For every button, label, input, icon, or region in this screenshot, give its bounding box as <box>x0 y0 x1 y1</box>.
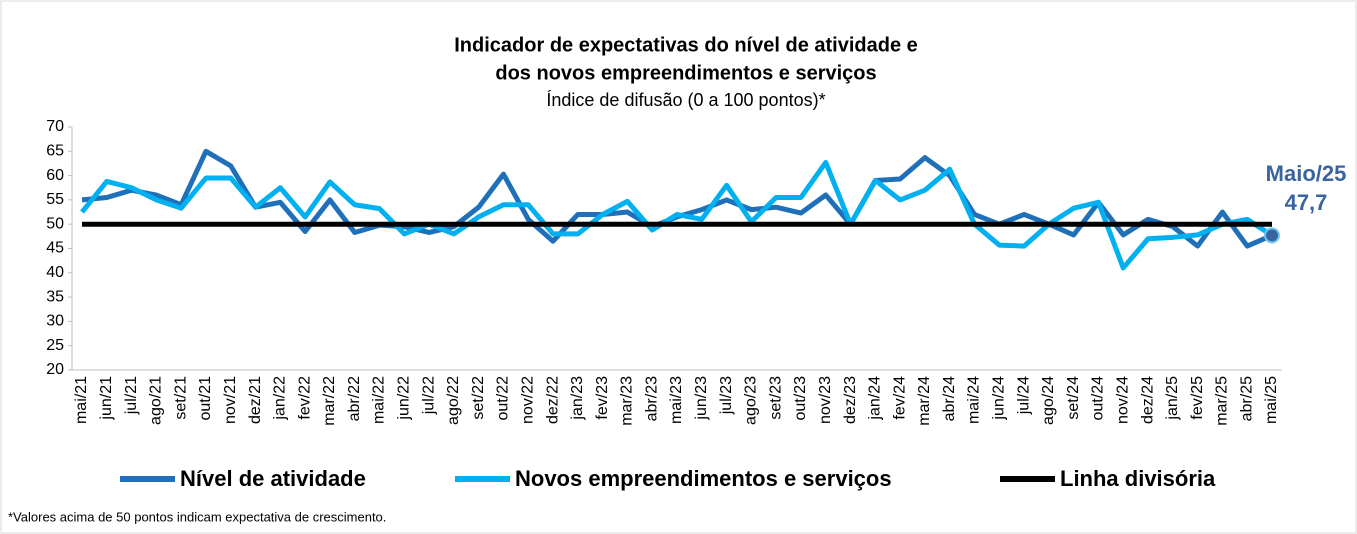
x-tick-label: set/22 <box>470 376 487 420</box>
x-tick-label: mar/23 <box>619 376 636 426</box>
y-tick-label: 30 <box>46 313 64 330</box>
y-tick-label: 35 <box>46 288 64 305</box>
x-tick-label: jan/25 <box>1164 376 1181 421</box>
x-tick-label: dez/22 <box>544 376 561 424</box>
x-tick-label: jun/23 <box>693 376 710 421</box>
x-tick-label: fev/22 <box>296 376 313 420</box>
x-tick-label: ago/21 <box>148 376 165 425</box>
x-tick-label: jul/24 <box>1015 376 1032 415</box>
y-tick-label: 25 <box>46 337 64 354</box>
x-tick-label: out/22 <box>495 376 512 421</box>
y-tick-label: 65 <box>46 143 64 160</box>
legend-label: Novos empreendimentos e serviços <box>515 466 892 491</box>
chart-title: Indicador de expectativas do nível de at… <box>454 34 918 56</box>
y-tick-label: 60 <box>46 167 64 184</box>
x-tick-label: abr/24 <box>941 376 958 421</box>
x-tick-label: abr/23 <box>643 376 660 421</box>
x-tick-label: out/24 <box>1090 376 1107 421</box>
x-tick-label: jun/24 <box>991 376 1008 421</box>
x-tick-label: set/23 <box>767 376 784 420</box>
annotation: 47,7 <box>1285 190 1328 215</box>
x-tick-label: abr/22 <box>346 376 363 421</box>
x-tick-label: ago/23 <box>743 376 760 425</box>
annotation: Maio/25 <box>1266 161 1347 186</box>
x-tick-label: nov/23 <box>817 376 834 424</box>
x-tick-label: jan/23 <box>569 376 586 421</box>
series-line <box>80 159 1274 271</box>
x-tick-label: dez/24 <box>1139 376 1156 424</box>
x-tick-label: jun/22 <box>396 376 413 421</box>
x-tick-label: out/21 <box>197 376 214 421</box>
x-tick-label: ago/22 <box>445 376 462 425</box>
x-tick-label: ago/24 <box>1040 376 1057 425</box>
y-tick-label: 55 <box>46 191 64 208</box>
x-tick-label: set/24 <box>1065 376 1082 420</box>
y-tick-label: 50 <box>46 215 64 232</box>
footnote: *Valores acima de 50 pontos indicam expe… <box>8 509 386 524</box>
x-tick-label: mar/25 <box>1214 376 1231 426</box>
x-tick-label: nov/24 <box>1114 376 1131 424</box>
x-tick-label: mai/24 <box>966 376 983 424</box>
x-tick-label: set/21 <box>172 376 189 420</box>
x-tick-label: fev/25 <box>1189 376 1206 420</box>
end-marker <box>1264 227 1280 244</box>
chart-title: dos novos empreendimentos e serviços <box>495 62 876 84</box>
x-tick-label: jan/24 <box>867 376 884 421</box>
chart-subtitle: Índice de difusão (0 a 100 pontos)* <box>546 90 825 110</box>
x-tick-label: jun/21 <box>98 376 115 421</box>
y-tick-label: 40 <box>46 264 64 281</box>
x-tick-label: mar/24 <box>916 376 933 426</box>
x-tick-label: mai/23 <box>668 376 685 424</box>
x-tick-label: abr/25 <box>1238 376 1255 421</box>
x-tick-label: out/23 <box>792 376 809 421</box>
x-tick-label: fev/24 <box>891 376 908 420</box>
x-tick-label: jul/23 <box>718 376 735 415</box>
x-tick-label: mai/21 <box>73 376 90 424</box>
x-tick-label: jan/22 <box>272 376 289 421</box>
y-tick-label: 70 <box>46 118 64 135</box>
x-tick-label: jul/21 <box>123 376 140 415</box>
x-tick-label: mar/22 <box>321 376 338 426</box>
y-tick-label: 20 <box>46 361 64 378</box>
x-tick-label: nov/21 <box>222 376 239 424</box>
x-tick-label: mai/22 <box>371 376 388 424</box>
legend-label: Nível de atividade <box>180 466 366 491</box>
x-tick-label: jul/22 <box>420 376 437 415</box>
legend-label: Linha divisória <box>1060 466 1216 491</box>
x-tick-label: fev/23 <box>594 376 611 420</box>
y-tick-label: 45 <box>46 240 64 257</box>
x-tick-label: dez/23 <box>842 376 859 424</box>
x-tick-label: mai/25 <box>1263 376 1280 424</box>
x-tick-label: dez/21 <box>247 376 264 424</box>
x-tick-label: nov/22 <box>519 376 536 424</box>
